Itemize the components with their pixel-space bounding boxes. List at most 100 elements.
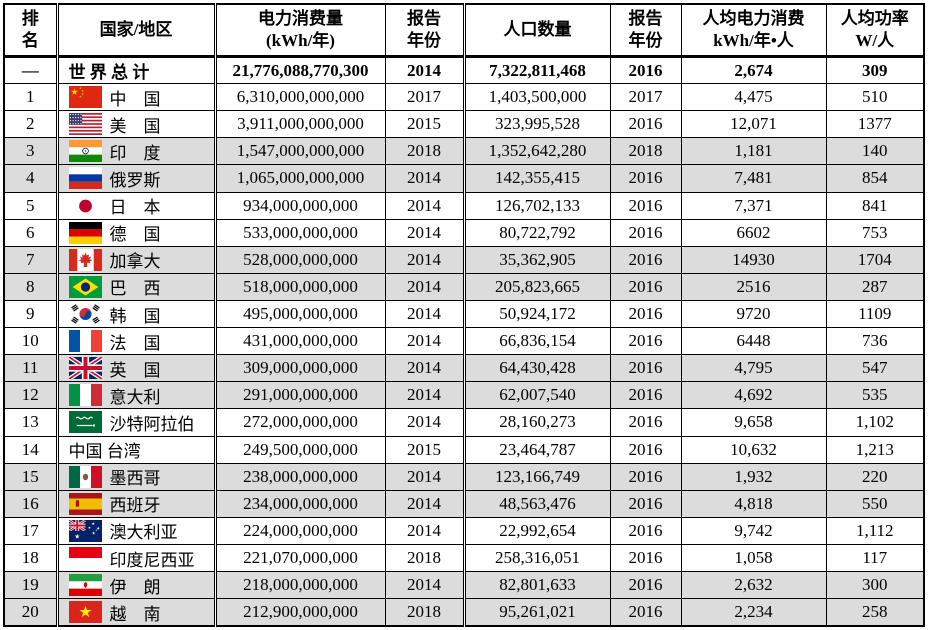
country-row: 16 西班牙 234,000,000,000 2014 48,563,476 2016 4,… — [3, 489, 925, 518]
cell-power: 258 — [825, 598, 925, 627]
header-rank: 排名 — [3, 3, 58, 58]
cell-year2: 2017 — [609, 83, 682, 112]
cell-power: 1109 — [825, 299, 925, 329]
cell-year1: 2014 — [384, 516, 465, 545]
cell-population: 95,261,021 — [462, 598, 611, 627]
country-name: 日 本 — [109, 198, 161, 218]
header-year2: 报告 年份 — [609, 3, 682, 58]
cell-power: 1,213 — [825, 435, 925, 464]
cell-power: 854 — [825, 164, 925, 193]
cell-consumption: 221,070,000,000 — [213, 543, 386, 573]
cell-country: 韩 国 — [55, 299, 216, 329]
cell-year1: 2014 — [384, 381, 465, 410]
cell-consumption: 234,000,000,000 — [213, 489, 386, 518]
header-label-line: 人均功率 — [840, 8, 909, 28]
cell-power: 117 — [825, 543, 925, 573]
cell-year2: 2016 — [609, 110, 682, 139]
cell-population: 7,322,811,468 — [462, 55, 611, 85]
cell-year1: 2014 — [384, 489, 465, 518]
cell-year1: 2014 — [384, 354, 465, 383]
cell-power: 753 — [825, 218, 925, 247]
cell-year2: 2016 — [609, 543, 682, 573]
cell-country: 中 国 — [55, 83, 216, 112]
country-row: 13 沙特阿拉伯 272,000,000,000 2014 28,160,273 2016… — [3, 408, 925, 437]
cell-year2: 2016 — [609, 354, 682, 383]
cell-country: 墨西哥 — [55, 462, 216, 491]
cell-population: 23,464,787 — [462, 435, 611, 464]
cell-power: 510 — [825, 83, 925, 112]
cell-country: 伊 朗 — [55, 571, 216, 600]
country-name: 俄罗斯 — [109, 170, 161, 190]
country-name: 沙特阿拉伯 — [109, 414, 195, 434]
flag-icon-vn — [68, 601, 102, 624]
cell-consumption: 309,000,000,000 — [213, 354, 386, 383]
cell-percap: 1,932 — [680, 462, 827, 491]
cell-rank: 4 — [3, 164, 58, 193]
cell-year1: 2014 — [384, 218, 465, 247]
header-consumption: 电力消费量 (kWh/年) — [213, 3, 386, 58]
cell-population: 323,995,528 — [462, 110, 611, 139]
cell-consumption: 6,310,000,000,000 — [213, 83, 386, 112]
flag-icon-us — [68, 113, 102, 136]
flag-icon-ru — [68, 167, 102, 190]
cell-country: 意大利 — [55, 381, 216, 410]
cell-population: 28,160,273 — [462, 408, 611, 437]
cell-consumption: 1,065,000,000,000 — [213, 164, 386, 193]
header-label-line: kWh/年•人 — [713, 31, 794, 50]
cell-percap: 4,795 — [680, 354, 827, 383]
flag-icon-gb — [68, 357, 102, 380]
cell-percap: 6602 — [680, 218, 827, 247]
cell-population: 82,801,633 — [462, 571, 611, 600]
header-label-line: W/人 — [855, 31, 895, 50]
cell-power: 220 — [825, 462, 925, 491]
cell-consumption: 934,000,000,000 — [213, 191, 386, 220]
cell-population: 64,430,428 — [462, 354, 611, 383]
header-label-line: 报告 — [407, 8, 441, 28]
cell-power: 1,112 — [825, 516, 925, 545]
flag-icon-cn — [68, 86, 102, 109]
country-name: 越 南 — [109, 604, 161, 624]
cell-year2: 2016 — [609, 164, 682, 193]
country-name: 印度尼西亚 — [109, 550, 195, 570]
cell-rank: 2 — [3, 110, 58, 139]
cell-population: 50,924,172 — [462, 299, 611, 329]
cell-rank: 19 — [3, 571, 58, 600]
country-name: 澳大利亚 — [109, 523, 178, 543]
cell-year2: 2016 — [609, 327, 682, 356]
cell-percap: 2,674 — [680, 55, 827, 85]
flag-icon-ir — [68, 574, 102, 597]
cell-percap: 2,234 — [680, 598, 827, 627]
cell-country: 巴 西 — [55, 272, 216, 301]
cell-power: 1,102 — [825, 408, 925, 437]
cell-year2: 2016 — [609, 489, 682, 518]
cell-consumption: 533,000,000,000 — [213, 218, 386, 247]
flag-icon-br — [68, 275, 102, 298]
cell-consumption: 291,000,000,000 — [213, 381, 386, 410]
cell-population: 205,823,665 — [462, 272, 611, 301]
country-row: 20 越 南 212,900,000,000 2018 95,261,021 2016 2,… — [3, 598, 925, 627]
flag-icon-au — [68, 519, 102, 542]
header-percap: 人均电力消费 kWh/年•人 — [680, 3, 827, 58]
cell-year1: 2015 — [384, 110, 465, 139]
cell-consumption: 3,911,000,000,000 — [213, 110, 386, 139]
cell-population: 126,702,133 — [462, 191, 611, 220]
cell-year2: 2018 — [609, 137, 682, 166]
cell-year2: 2016 — [609, 462, 682, 491]
cell-power: 547 — [825, 354, 925, 383]
country-row: 12 意大利 291,000,000,000 2014 62,007,540 2016 4,… — [3, 381, 925, 410]
cell-year1: 2018 — [384, 137, 465, 166]
cell-country: 越 南 — [55, 598, 216, 627]
cell-rank: 17 — [3, 516, 58, 545]
cell-consumption: 431,000,000,000 — [213, 327, 386, 356]
cell-rank: 14 — [3, 435, 58, 464]
cell-percap: 9,742 — [680, 516, 827, 545]
country-name: 韩 国 — [109, 306, 161, 326]
flag-icon-kr — [68, 303, 102, 326]
header-label-line: 国家/地区 — [99, 19, 173, 39]
cell-rank: 7 — [3, 245, 58, 274]
cell-country: 法 国 — [55, 327, 216, 356]
country-name: 巴 西 — [109, 279, 161, 299]
cell-country: 世 界 总 计 — [55, 55, 216, 85]
